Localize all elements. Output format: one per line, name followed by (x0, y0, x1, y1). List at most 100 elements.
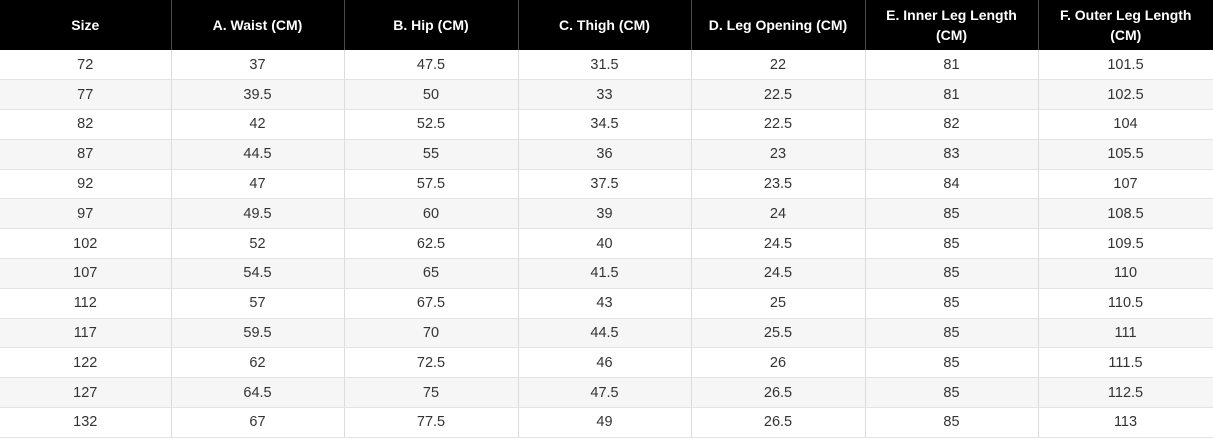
table-row: 92 47 57.5 37.5 23.5 84 107 (0, 169, 1213, 200)
measurement-cell: 85 (865, 347, 1039, 379)
measurement-cell: 39.5 (171, 79, 345, 111)
measurement-cell: 22.5 (691, 109, 866, 140)
measurement-cell: 47 (171, 169, 345, 200)
measurement-cell: 26.5 (691, 377, 866, 409)
measurement-cell: 85 (865, 407, 1039, 438)
measurement-cell: 85 (865, 258, 1039, 289)
column-header: F. Outer Leg Length (CM) (1038, 0, 1213, 50)
measurement-cell: 101.5 (1038, 50, 1213, 81)
measurement-cell: 107 (1038, 169, 1213, 200)
measurement-cell: 67.5 (344, 288, 519, 319)
measurement-cell: 46 (518, 347, 692, 379)
table-header: Size A. Waist (CM) B. Hip (CM) C. Thigh (CM… (0, 0, 1213, 50)
measurement-cell: 52 (171, 228, 345, 260)
size-cell: 107 (0, 258, 172, 289)
size-cell: 87 (0, 139, 172, 170)
measurement-cell: 50 (344, 79, 519, 111)
measurement-cell: 22.5 (691, 79, 866, 111)
table-row: 112 57 67.5 43 25 85 110.5 (0, 288, 1213, 319)
table-row: 132 67 77.5 49 26.5 85 113 (0, 407, 1213, 438)
measurement-cell: 26.5 (691, 407, 866, 438)
measurement-cell: 36 (518, 139, 692, 170)
size-cell: 102 (0, 228, 172, 260)
measurement-cell: 85 (865, 318, 1039, 349)
measurement-cell: 67 (171, 407, 345, 438)
table-row: 87 44.5 55 36 23 83 105.5 (0, 139, 1213, 170)
column-header: A. Waist (CM) (171, 0, 345, 50)
measurement-cell: 70 (344, 318, 519, 349)
size-cell: 112 (0, 288, 172, 319)
measurement-cell: 111 (1038, 318, 1213, 349)
measurement-cell: 22 (691, 50, 866, 81)
size-cell: 127 (0, 377, 172, 409)
measurement-cell: 83 (865, 139, 1039, 170)
measurement-cell: 82 (865, 109, 1039, 140)
measurement-cell: 85 (865, 377, 1039, 409)
size-cell: 122 (0, 347, 172, 379)
measurement-cell: 49.5 (171, 198, 345, 230)
size-cell: 97 (0, 198, 172, 230)
measurement-cell: 25 (691, 288, 866, 319)
measurement-cell: 47.5 (344, 50, 519, 81)
measurement-cell: 33 (518, 79, 692, 111)
measurement-cell: 39 (518, 198, 692, 230)
measurement-cell: 109.5 (1038, 228, 1213, 260)
column-header: Size (0, 0, 172, 50)
measurement-cell: 57 (171, 288, 345, 319)
measurement-cell: 102.5 (1038, 79, 1213, 111)
measurement-cell: 110.5 (1038, 288, 1213, 319)
table-row: 122 62 72.5 46 26 85 111.5 (0, 347, 1213, 379)
table-body: 72 37 47.5 31.5 22 81 101.5 77 39.5 50 33 22.5 81 102… (0, 50, 1213, 438)
size-cell: 77 (0, 79, 172, 111)
measurement-cell: 40 (518, 228, 692, 260)
measurement-cell: 75 (344, 377, 519, 409)
measurement-cell: 81 (865, 50, 1039, 81)
measurement-cell: 85 (865, 198, 1039, 230)
column-header: B. Hip (CM) (344, 0, 519, 50)
column-header: C. Thigh (CM) (518, 0, 692, 50)
measurement-cell: 57.5 (344, 169, 519, 200)
size-cell: 117 (0, 318, 172, 349)
measurement-cell: 62.5 (344, 228, 519, 260)
measurement-cell: 85 (865, 288, 1039, 319)
measurement-cell: 60 (344, 198, 519, 230)
table-row: 72 37 47.5 31.5 22 81 101.5 (0, 50, 1213, 81)
measurement-cell: 24 (691, 198, 866, 230)
measurement-cell: 26 (691, 347, 866, 379)
table-row: 117 59.5 70 44.5 25.5 85 111 (0, 318, 1213, 349)
measurement-cell: 41.5 (518, 258, 692, 289)
measurement-cell: 23.5 (691, 169, 866, 200)
measurement-cell: 105.5 (1038, 139, 1213, 170)
measurement-cell: 55 (344, 139, 519, 170)
measurement-cell: 85 (865, 228, 1039, 260)
measurement-cell: 77.5 (344, 407, 519, 438)
measurement-cell: 110 (1038, 258, 1213, 289)
measurement-cell: 37.5 (518, 169, 692, 200)
measurement-cell: 34.5 (518, 109, 692, 140)
column-header: D. Leg Opening (CM) (691, 0, 866, 50)
measurement-cell: 47.5 (518, 377, 692, 409)
measurement-cell: 81 (865, 79, 1039, 111)
measurement-cell: 59.5 (171, 318, 345, 349)
measurement-cell: 44.5 (171, 139, 345, 170)
measurement-cell: 44.5 (518, 318, 692, 349)
measurement-cell: 113 (1038, 407, 1213, 438)
size-cell: 72 (0, 50, 172, 81)
measurement-cell: 108.5 (1038, 198, 1213, 230)
measurement-cell: 24.5 (691, 228, 866, 260)
size-cell: 132 (0, 407, 172, 438)
measurement-cell: 42 (171, 109, 345, 140)
table-row: 77 39.5 50 33 22.5 81 102.5 (0, 79, 1213, 111)
header-row: Size A. Waist (CM) B. Hip (CM) C. Thigh (CM… (0, 0, 1213, 50)
measurement-cell: 37 (171, 50, 345, 81)
measurement-cell: 25.5 (691, 318, 866, 349)
measurement-cell: 43 (518, 288, 692, 319)
table-row: 82 42 52.5 34.5 22.5 82 104 (0, 109, 1213, 140)
measurement-cell: 111.5 (1038, 347, 1213, 379)
table-row: 107 54.5 65 41.5 24.5 85 110 (0, 258, 1213, 289)
measurement-cell: 104 (1038, 109, 1213, 140)
measurement-cell: 62 (171, 347, 345, 379)
measurement-cell: 84 (865, 169, 1039, 200)
measurement-cell: 24.5 (691, 258, 866, 289)
table-row: 102 52 62.5 40 24.5 85 109.5 (0, 228, 1213, 260)
